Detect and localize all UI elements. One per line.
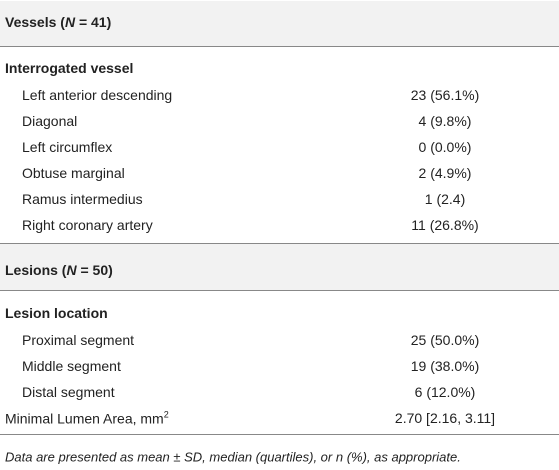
- row-label: Diagonal: [22, 113, 78, 129]
- title-italic: N: [66, 262, 77, 278]
- group-label: Interrogated vessel: [5, 60, 134, 76]
- group-label: Lesion location: [5, 305, 108, 321]
- footnote: Data are presented as mean ± SD, median …: [5, 449, 461, 465]
- superscript: 2: [163, 409, 169, 420]
- row-value: 6 (12.0%): [414, 384, 476, 400]
- row-label: Middle segment: [22, 358, 121, 374]
- row-value: 2 (4.9%): [418, 165, 472, 181]
- title-text: Lesions (: [5, 262, 67, 278]
- row-label: Obtuse marginal: [22, 165, 125, 181]
- row-value: 4 (9.8%): [418, 113, 472, 129]
- section-band: [0, 244, 559, 290]
- section-title: Lesions (N = 50): [5, 262, 113, 278]
- rule: [0, 434, 559, 435]
- rule: [0, 46, 559, 47]
- row-value: 25 (50.0%): [410, 332, 480, 348]
- row-label: Left circumflex: [22, 139, 113, 155]
- row-value: 11 (26.8%): [411, 217, 479, 233]
- title-italic: N: [64, 14, 76, 30]
- row-value: 0 (0.0%): [418, 139, 472, 155]
- row-value: 23 (56.1%): [410, 87, 480, 103]
- row-value: 1 (2.4): [424, 191, 466, 207]
- row-value: 19 (38.0%): [410, 358, 480, 374]
- rule: [0, 243, 559, 244]
- row-label: Proximal segment: [22, 332, 135, 348]
- title-text: Vessels (: [5, 14, 65, 30]
- section-title: Vessels (N = 41): [5, 14, 111, 30]
- label-text: Minimal Lumen Area, mm: [5, 410, 164, 427]
- row-value: 2.70 [2.16, 3.11]: [394, 410, 496, 426]
- title-text: = 50): [76, 262, 113, 278]
- rule: [0, 290, 559, 291]
- row-label: Distal segment: [22, 384, 115, 400]
- row-label: Right coronary artery: [22, 217, 153, 233]
- section-band: [0, 1, 559, 46]
- row-label: Left anterior descending: [22, 87, 173, 103]
- row-label: Ramus intermedius: [22, 191, 143, 207]
- title-text: = 41): [75, 14, 112, 30]
- row-label: Minimal Lumen Area, mm2: [5, 410, 169, 427]
